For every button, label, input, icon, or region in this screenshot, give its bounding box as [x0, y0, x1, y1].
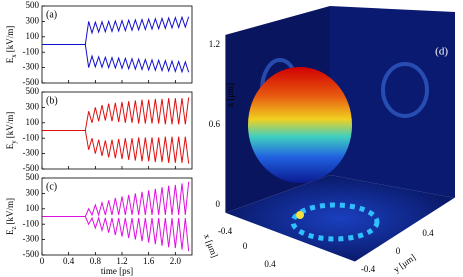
y-tick-label: -0.4: [361, 264, 376, 274]
y-tick-label: 300: [26, 15, 40, 25]
x-tick-label: 0: [243, 241, 248, 251]
y-tick-label: -500: [23, 77, 40, 87]
line-series: [42, 216, 190, 252]
x-tick-label: -0.4: [218, 226, 233, 236]
x-axis-label: x [μm]: [202, 232, 220, 259]
y-label-unit: [kV/m]: [5, 198, 15, 225]
panel-label: (c): [46, 181, 57, 192]
y-label-unit: [kV/m]: [5, 26, 15, 53]
y-tick-label: 100: [26, 117, 40, 127]
y-tick-label: 500: [26, 86, 40, 96]
line-series: [42, 97, 190, 131]
y-tick-label: -100: [23, 46, 40, 56]
sphere: [248, 67, 352, 183]
y-axis-label: Ex[kV/m]: [5, 26, 18, 64]
x-tick-label: 0.4: [63, 256, 75, 266]
line-series: [42, 15, 190, 45]
y-tick-label: 300: [26, 187, 40, 197]
y-label-symbol: E: [5, 143, 15, 149]
y-tick-label: 100: [26, 203, 40, 213]
plot-frame: [41, 91, 193, 170]
y-axis-label: Ez[kV/m]: [5, 198, 18, 235]
y-label-symbol: E: [5, 229, 15, 235]
y-label-subscript: x: [10, 54, 18, 58]
y-tick-label: 0: [396, 246, 401, 256]
x-tick-label: 0: [40, 256, 45, 266]
y-tick-label: 300: [26, 101, 40, 111]
x-tick-label: 0.8: [90, 256, 102, 266]
z-tick-label: 1.2: [209, 39, 220, 49]
y-tick-label: 500: [26, 0, 40, 10]
y-label-unit: [kV/m]: [5, 112, 15, 139]
floor-spot: [296, 211, 304, 219]
y-axis-label: Ey[kV/m]: [5, 112, 18, 150]
z-tick-label: 0.6: [209, 119, 221, 129]
line-series: [42, 44, 190, 74]
z-tick-label: 0: [216, 199, 221, 209]
y-tick-label: 0.4: [422, 228, 434, 238]
y-tick-label: -300: [23, 148, 40, 158]
panel-label: (a): [46, 9, 57, 20]
x-tick-label: 2.0: [170, 256, 182, 266]
x-tick-label: 1.6: [143, 256, 155, 266]
panel-3d: (d) 1.2 0.6 0 z [μm] -0.4 0 0.4 x [μm] -…: [202, 6, 456, 274]
plot-frame: [41, 177, 193, 256]
y-tick-label: -300: [23, 62, 40, 72]
line-series: [42, 130, 190, 164]
y-tick-label: -100: [23, 132, 40, 142]
y-tick-label: -500: [23, 249, 40, 259]
x-axis-label: time [ps]: [101, 266, 133, 276]
y-tick-label: -100: [23, 218, 40, 228]
x-tick-label: 0.4: [264, 259, 276, 269]
y-tick-label: -300: [23, 234, 40, 244]
y-tick-label: 500: [26, 172, 40, 182]
y-tick-label: 100: [26, 31, 40, 41]
back-wall: [330, 6, 455, 198]
panel-label: (b): [46, 95, 58, 106]
panel-label: (d): [435, 46, 448, 58]
y-label-symbol: E: [5, 57, 15, 63]
box-edges: [224, 35, 456, 263]
z-axis-label: z [μm]: [225, 83, 235, 107]
x-tick-label: 1.2: [116, 256, 127, 266]
y-label-subscript: y: [10, 140, 18, 144]
floor: [225, 175, 455, 262]
y-tick-label: -500: [23, 163, 40, 173]
line-series: [42, 181, 190, 217]
y-label-subscript: z: [10, 226, 18, 229]
floor-ring: [290, 202, 380, 242]
plot-frame: [41, 5, 193, 84]
